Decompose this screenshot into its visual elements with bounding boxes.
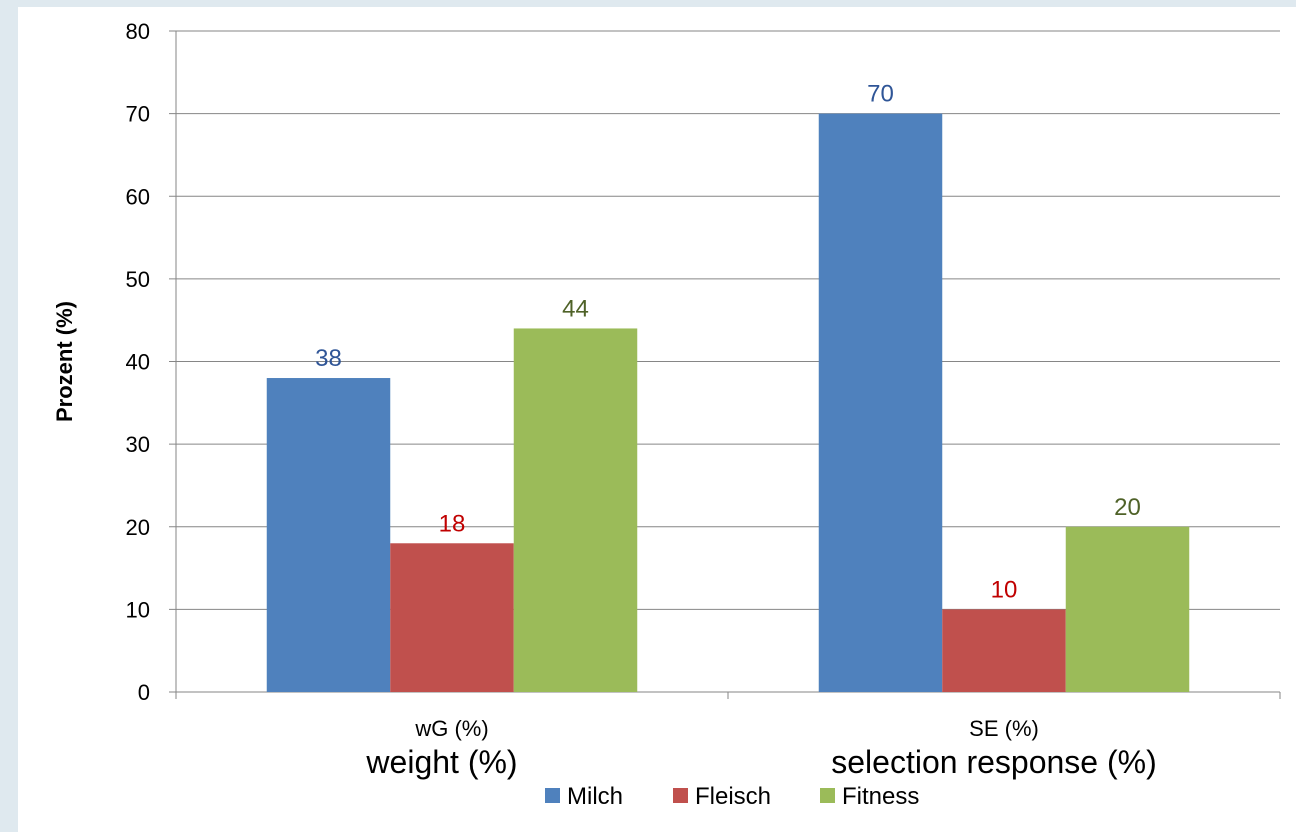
legend-label: Fitness (842, 783, 919, 810)
legend-swatch-fleisch (673, 788, 688, 803)
legend-swatch-milch (545, 788, 560, 803)
category-sublabel: weight (%) (365, 744, 517, 780)
y-tick-label: 0 (138, 680, 150, 705)
data-label: 44 (562, 295, 589, 322)
y-tick-label: 60 (126, 184, 150, 209)
y-tick-label: 70 (126, 102, 150, 127)
legend-swatch-fitness (820, 788, 835, 803)
chart-panel: 38 18 44 70 10 20 0 10 20 30 40 50 60 70 80 wG (%) wei… (18, 7, 1296, 832)
bar-fitness-1 (513, 328, 638, 692)
data-labels: 38 18 44 70 10 20 (315, 81, 1141, 604)
data-label: 18 (439, 510, 466, 537)
bar-milch-1 (266, 378, 391, 692)
data-label: 20 (1114, 494, 1141, 521)
y-tick-label: 50 (126, 267, 150, 292)
y-tick-label: 80 (126, 19, 150, 44)
y-tick-label: 30 (126, 432, 150, 457)
y-tick-labels: 0 10 20 30 40 50 60 70 80 (126, 19, 150, 705)
legend-label: Milch (567, 783, 623, 810)
bar-fleisch-1 (390, 543, 514, 692)
category-label: SE (%) (969, 716, 1039, 741)
category-label: wG (%) (414, 716, 488, 741)
y-tick-label: 20 (126, 515, 150, 540)
data-label: 10 (991, 576, 1018, 603)
y-tick-label: 10 (126, 597, 150, 622)
data-label: 70 (867, 81, 894, 108)
bar-fleisch-2 (942, 609, 1066, 692)
bar-fitness-2 (1065, 526, 1190, 692)
legend: Milch Fleisch Fitness (545, 783, 919, 810)
data-label: 38 (315, 345, 342, 372)
legend-label: Fleisch (695, 783, 771, 810)
bars (266, 113, 1190, 692)
bar-chart: 38 18 44 70 10 20 0 10 20 30 40 50 60 70 80 wG (%) wei… (52, 19, 1281, 810)
y-axis-label: Prozent (%) (52, 301, 77, 422)
y-tick-label: 40 (126, 350, 150, 375)
category-labels: wG (%) weight (%) SE (%) selection response… (365, 716, 1156, 780)
category-sublabel: selection response (%) (831, 744, 1156, 780)
bar-milch-2 (818, 113, 943, 692)
